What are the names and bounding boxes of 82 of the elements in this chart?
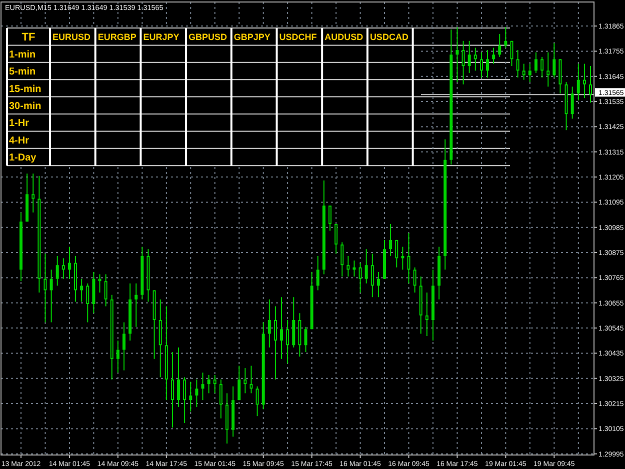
- category-label: 5-min: [9, 66, 36, 78]
- candlestick: [274, 306, 277, 380]
- candlestick: [510, 40, 514, 67]
- candlestick: [80, 278, 84, 302]
- text: TF: [22, 32, 36, 44]
- candlestick: [522, 63, 526, 80]
- candlestick: [534, 52, 538, 74]
- candlestick: [425, 292, 428, 337]
- candlestick: [570, 86, 574, 120]
- candlestick: [389, 223, 392, 256]
- category-label: EURJPY: [143, 32, 180, 42]
- candlestick: [576, 63, 580, 101]
- candlestick: [268, 298, 271, 348]
- candlestick: [56, 255, 59, 286]
- candlestick: [552, 42, 556, 78]
- candlestick: [340, 242, 344, 278]
- candlestick: [413, 266, 416, 294]
- candlestick: [480, 52, 483, 78]
- candlestick: [189, 381, 192, 412]
- candlestick: [346, 255, 350, 278]
- candlestick: [589, 66, 592, 104]
- category-label: 1-Day: [9, 152, 36, 164]
- candlestick: [504, 26, 508, 48]
- candlestick: [546, 52, 550, 88]
- candlestick: [328, 205, 332, 232]
- candlestick: [122, 322, 126, 371]
- candlestick: [98, 274, 102, 294]
- candlestick: [50, 269, 53, 323]
- candlestick: [183, 376, 186, 424]
- candlestick: [238, 365, 241, 401]
- candlestick: [86, 282, 90, 323]
- category-label: USDCHF: [279, 32, 318, 42]
- candlestick: [280, 296, 284, 360]
- category-label: 4-Hr: [9, 135, 30, 146]
- candlestick: [334, 223, 338, 254]
- candlestick: [474, 47, 477, 72]
- candlestick: [456, 26, 459, 83]
- category-label: 30-min: [9, 101, 42, 112]
- candlestick: [44, 253, 47, 323]
- candlestick: [244, 368, 247, 394]
- candlestick: [462, 40, 465, 85]
- candlestick: [213, 374, 216, 394]
- candlestick: [492, 47, 496, 64]
- candlestick: [358, 262, 362, 294]
- category-label: EURUSD: [52, 32, 92, 42]
- candlestick: [370, 253, 374, 298]
- candlestick: [250, 365, 253, 394]
- candlestick: [195, 379, 198, 408]
- category-label: 15-min: [9, 84, 42, 95]
- candlestick: [316, 255, 320, 291]
- candlestick: [516, 50, 520, 78]
- candlestick: [364, 248, 368, 284]
- candlestick: [498, 34, 502, 58]
- category-label: GBPUSD: [188, 32, 228, 42]
- category-label: 1-Hr: [9, 118, 30, 130]
- candlestick: [219, 379, 222, 419]
- candlestick: [582, 63, 586, 99]
- candlestick: [256, 386, 259, 417]
- candlestick: [62, 258, 65, 280]
- candlestick: [486, 50, 490, 78]
- candlestick: [116, 340, 120, 374]
- candlestick: [286, 320, 290, 364]
- candlestick: [32, 173, 35, 213]
- candlestick: [134, 282, 138, 328]
- category-label: AUDUSD: [324, 32, 364, 42]
- candlestick: [528, 63, 532, 83]
- category-label: GBPJPY: [234, 32, 270, 42]
- candlestick: [468, 40, 471, 74]
- candlestick: [207, 374, 210, 394]
- candlestick: [104, 274, 108, 307]
- candlestick: [177, 346, 180, 408]
- candlestick: [170, 352, 174, 428]
- candlestick: [376, 271, 380, 298]
- candlestick: [407, 232, 410, 284]
- candlestick: [201, 372, 204, 401]
- candlestick: [304, 326, 308, 353]
- candlestick: [68, 246, 71, 280]
- candlestick: [540, 56, 544, 78]
- category-label: EURGBP: [98, 32, 136, 42]
- candlestick: [395, 239, 398, 268]
- category-label: 1-min: [9, 49, 36, 60]
- category-label: USDCAD: [370, 32, 409, 42]
